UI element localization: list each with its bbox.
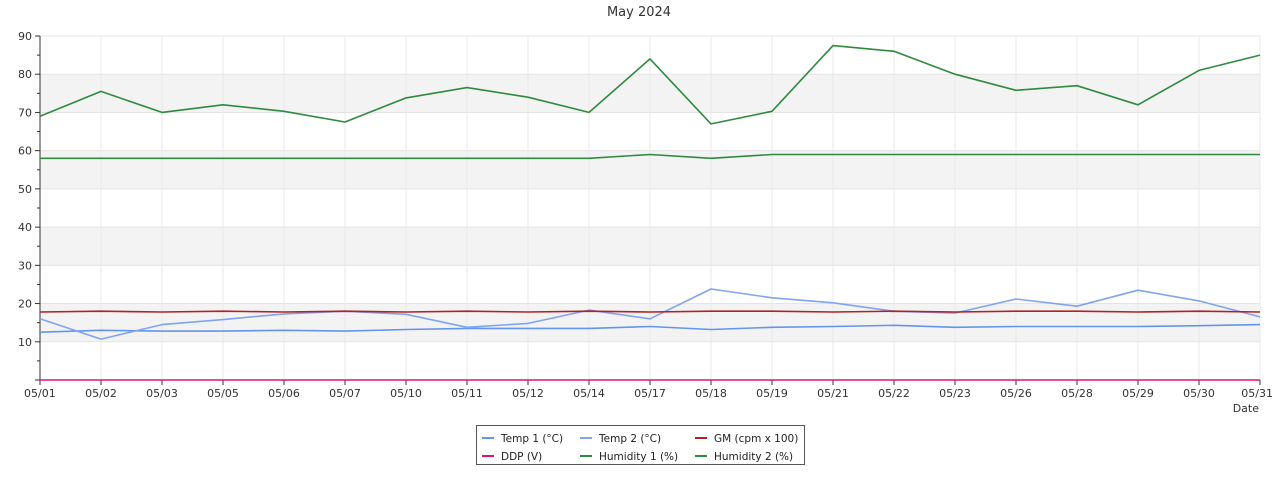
series-line	[39, 310, 1261, 313]
y-tick-label: 80	[18, 68, 32, 81]
series-line	[39, 323, 1261, 333]
y-tick-label: 50	[18, 183, 32, 196]
x-tick-label: 05/11	[451, 387, 483, 400]
x-tick-label: 05/03	[146, 387, 178, 400]
legend-box	[476, 425, 805, 465]
x-tick-label: 05/31	[1241, 387, 1273, 400]
x-tick-label: 05/28	[1061, 387, 1093, 400]
series-lines	[39, 44, 1261, 381]
legend-label: Temp 2 (°C)	[598, 433, 661, 445]
legend-label: Temp 1 (°C)	[500, 433, 563, 445]
x-tick-label: 05/01	[24, 387, 56, 400]
x-tick-label: 05/26	[1000, 387, 1032, 400]
x-tick-label: 05/19	[756, 387, 788, 400]
x-tick-label: 05/12	[512, 387, 544, 400]
y-tick-label: 60	[18, 145, 32, 158]
y-tick-label: 70	[18, 106, 32, 119]
y-tick-label: 30	[18, 259, 32, 272]
legend-label: DDP (V)	[501, 451, 542, 463]
x-tick-label: 05/10	[390, 387, 422, 400]
x-tick-label: 05/06	[268, 387, 300, 400]
grid-lines	[39, 35, 1261, 380]
series-line	[39, 44, 1261, 125]
legend: Temp 1 (°C) Temp 2 (°C) GM (cpm x 100) DDP …	[476, 425, 805, 465]
y-tick-label: 20	[18, 298, 32, 311]
x-tick-label: 05/02	[85, 387, 117, 400]
x-tick-label: 05/07	[329, 387, 361, 400]
x-tick-label: 05/23	[939, 387, 971, 400]
x-tick-label: 05/30	[1183, 387, 1215, 400]
x-axis-label: Date	[1233, 402, 1260, 415]
chart-title: May 2024	[607, 5, 671, 20]
legend-label: Humidity 1 (%)	[599, 451, 678, 463]
legend-label: GM (cpm x 100)	[714, 433, 798, 445]
series-line	[40, 153, 1260, 160]
legend-label: Humidity 2 (%)	[714, 451, 793, 463]
y-tick-label: 90	[18, 30, 32, 43]
x-tick-label: 05/21	[817, 387, 849, 400]
axes: 10 20 30 40 50 60 70 80 90 05/01 05/02 05/03 05/05 05…	[18, 30, 1273, 400]
x-tick-label: 05/22	[878, 387, 910, 400]
series-line	[39, 288, 1261, 340]
x-tick-label: 05/29	[1122, 387, 1154, 400]
x-tick-label: 05/14	[573, 387, 605, 400]
x-tick-label: 05/18	[695, 387, 727, 400]
x-tick-label: 05/05	[207, 387, 239, 400]
y-tick-label: 10	[18, 336, 32, 349]
x-tick-label: 05/17	[634, 387, 666, 400]
y-tick-label: 40	[18, 221, 32, 234]
